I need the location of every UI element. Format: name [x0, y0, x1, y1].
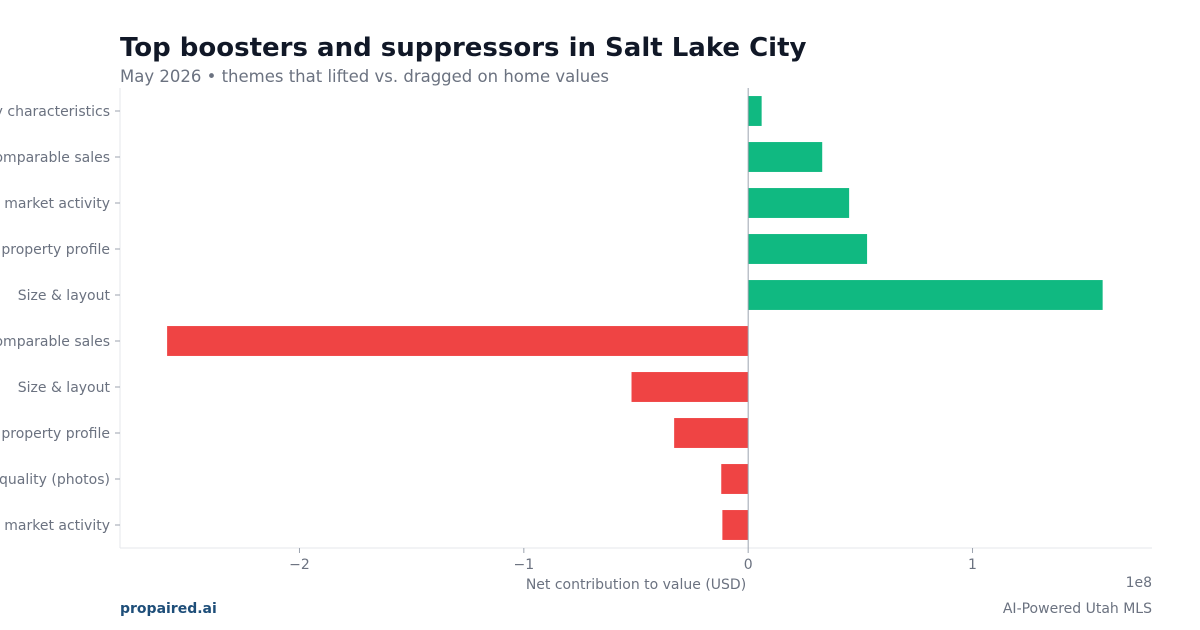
x-tick-label: −2 — [289, 557, 310, 573]
y-tick-label: y characteristics — [0, 104, 110, 120]
x-axis-scale-label: 1e8 — [1126, 575, 1152, 591]
tagline-label: AI-Powered Utah MLS — [1002, 601, 1152, 617]
bar — [722, 510, 749, 540]
y-tick-label: market activity — [0, 518, 110, 534]
bar — [167, 326, 749, 356]
bar — [748, 234, 868, 264]
x-axis-label: Net contribution to value (USD) — [526, 577, 746, 593]
bar — [748, 188, 850, 218]
bar — [674, 418, 749, 448]
bar — [748, 280, 1103, 310]
y-tick-label: market activity — [0, 196, 110, 212]
x-tick-label: −1 — [514, 557, 535, 573]
chart-subtitle: May 2026 • themes that lifted vs. dragge… — [120, 67, 610, 86]
y-tick-label: quality (photos) — [0, 472, 110, 488]
y-tick-label: omparable sales — [0, 150, 110, 166]
bar — [721, 464, 749, 494]
y-tick-label: property profile — [0, 426, 110, 442]
y-tick-label: omparable sales — [0, 334, 110, 350]
y-tick-label: Size & layout — [18, 380, 111, 396]
y-tick-label: Size & layout — [18, 288, 111, 304]
bar — [748, 142, 823, 172]
bar — [748, 96, 762, 126]
bar — [631, 372, 749, 402]
brand-label: propaired.ai — [120, 601, 217, 617]
x-tick-label: 1 — [968, 557, 977, 573]
x-tick-label: 0 — [744, 557, 753, 573]
y-tick-label: property profile — [0, 242, 110, 258]
chart-title: Top boosters and suppressors in Salt Lak… — [120, 33, 807, 63]
